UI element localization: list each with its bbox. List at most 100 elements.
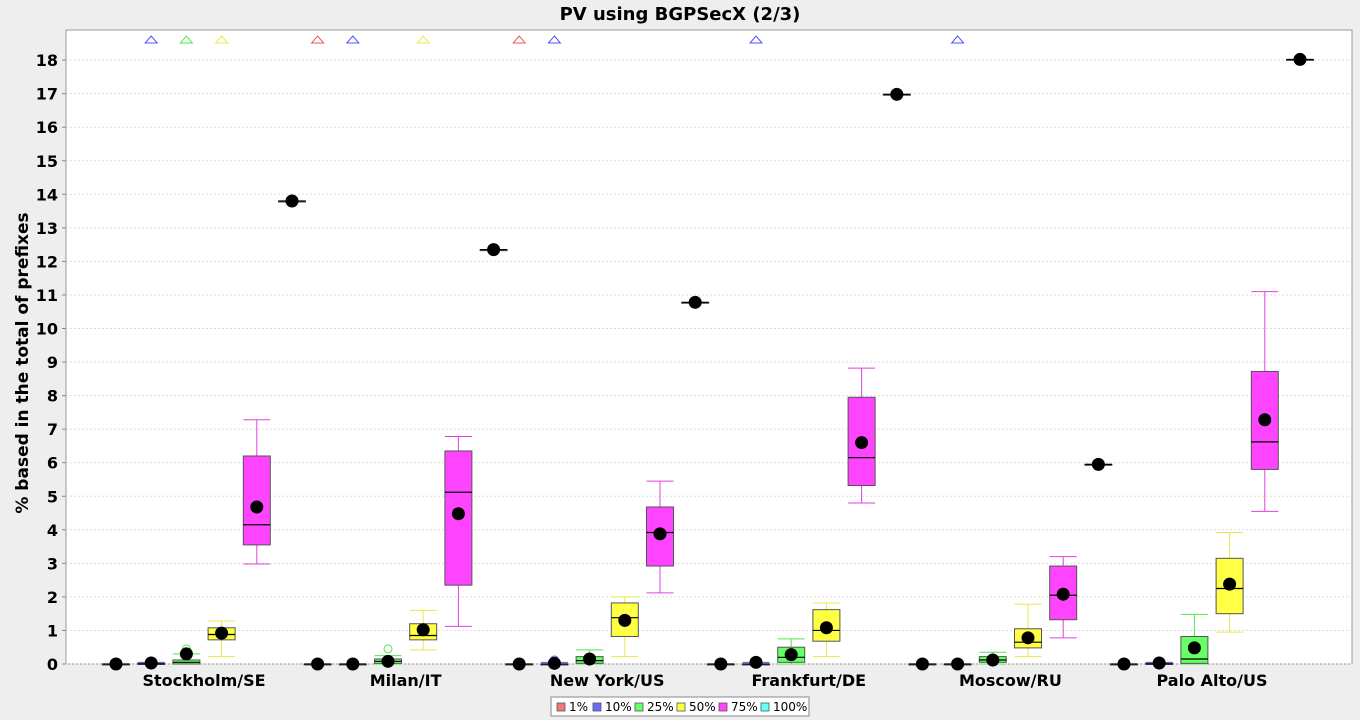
y-tick-label: 16 [36, 118, 58, 137]
box-iqr [1215, 557, 1244, 615]
box-1-3 [742, 35, 770, 669]
mean-point [547, 656, 561, 670]
box-0-1 [303, 35, 332, 671]
legend-label: 1% [569, 700, 588, 714]
mean-point [1056, 587, 1070, 601]
x-tick-label: Milan/IT [370, 671, 442, 690]
box-3-5 [1215, 531, 1244, 633]
y-tick-label: 0 [47, 655, 58, 674]
legend-swatch [718, 702, 728, 712]
box-5-4 [1084, 457, 1113, 471]
y-tick-label: 13 [36, 219, 58, 238]
mean-point [890, 87, 904, 101]
mean-point [986, 653, 1000, 667]
box-2-1 [374, 644, 402, 668]
box-4-5 [1250, 291, 1279, 512]
mean-point [749, 655, 763, 669]
mean-point [784, 648, 798, 662]
box-3-2 [610, 596, 639, 658]
legend-label: 100% [773, 700, 807, 714]
y-tick-label: 18 [36, 51, 58, 70]
far-outlier-marker [416, 35, 431, 44]
y-tick-label: 9 [47, 353, 58, 372]
y-tick-label: 2 [47, 588, 58, 607]
box-2-0 [172, 35, 201, 665]
mean-point [583, 652, 597, 666]
box-2-5 [1180, 613, 1209, 665]
y-tick-label: 3 [47, 554, 58, 573]
x-tick-label: Moscow/RU [959, 671, 1062, 690]
far-outlier-marker [310, 35, 325, 44]
box-5-1 [479, 243, 508, 257]
y-axis-label: % based in the total of prefixes [13, 212, 33, 513]
legend-swatch [592, 702, 602, 712]
mean-point [487, 243, 501, 257]
far-outlier-marker [512, 35, 527, 44]
mean-point [1152, 656, 1166, 670]
box-3-4 [1014, 603, 1042, 658]
legend-label: 25% [647, 700, 674, 714]
mean-point [346, 657, 360, 671]
y-tick-label: 17 [36, 85, 58, 104]
plot-area [65, 29, 1353, 665]
box-5-2 [681, 295, 710, 309]
box-iqr [444, 450, 473, 586]
mean-point [1091, 457, 1105, 471]
y-tick-label: 5 [47, 487, 58, 506]
mean-point [1223, 577, 1237, 591]
y-tick-label: 7 [47, 420, 58, 439]
y-tick-label: 14 [36, 185, 58, 204]
box-4-1 [444, 436, 473, 627]
y-tick-label: 4 [47, 521, 58, 540]
far-outlier-marker [345, 35, 360, 44]
box-0-0 [102, 657, 130, 671]
mean-point [144, 656, 158, 670]
box-5-3 [882, 87, 911, 101]
far-outlier-marker [179, 35, 194, 44]
box-4-0 [242, 419, 271, 565]
legend-swatch [634, 702, 644, 712]
box-plots [102, 35, 1314, 671]
box-2-3 [777, 638, 806, 665]
box-5-5 [1286, 52, 1314, 66]
legend-label: 10% [605, 700, 632, 714]
y-tick-label: 6 [47, 454, 58, 473]
mean-point [1187, 641, 1201, 655]
far-outlier-marker [950, 35, 965, 44]
mean-point [1021, 631, 1035, 645]
mean-point [1258, 413, 1272, 427]
legend-swatch [676, 702, 686, 712]
box-3-3 [812, 602, 841, 658]
mean-point [311, 657, 325, 671]
far-outlier-marker [214, 35, 229, 44]
mean-point [109, 657, 123, 671]
box-4-4 [1049, 556, 1078, 639]
box-1-2 [540, 35, 569, 670]
box-3-0 [207, 35, 236, 658]
box-2-2 [575, 649, 604, 666]
far-outlier-marker [144, 35, 159, 44]
mean-point [512, 657, 526, 671]
box-5-0 [278, 194, 306, 208]
box-0-3 [706, 657, 735, 671]
box-0-5 [1110, 657, 1138, 671]
mean-point [451, 507, 465, 521]
box-iqr [812, 609, 841, 642]
y-tick-label: 1 [47, 621, 58, 640]
mean-point [250, 500, 264, 514]
legend-swatch [760, 702, 770, 712]
mean-point [1293, 52, 1307, 66]
box-0-4 [908, 657, 937, 671]
far-outlier-marker [547, 35, 562, 44]
legend-swatch [556, 702, 566, 712]
mean-point [951, 657, 965, 671]
x-tick-label: New York/US [550, 671, 665, 690]
box-0-2 [505, 35, 534, 671]
box-4-2 [646, 480, 674, 594]
mean-point [215, 626, 229, 640]
x-axis-labels: Stockholm/SE Milan/IT New York/US Frankfurt… [142, 671, 1267, 690]
mean-point [653, 527, 667, 541]
box-4-3 [847, 367, 876, 504]
